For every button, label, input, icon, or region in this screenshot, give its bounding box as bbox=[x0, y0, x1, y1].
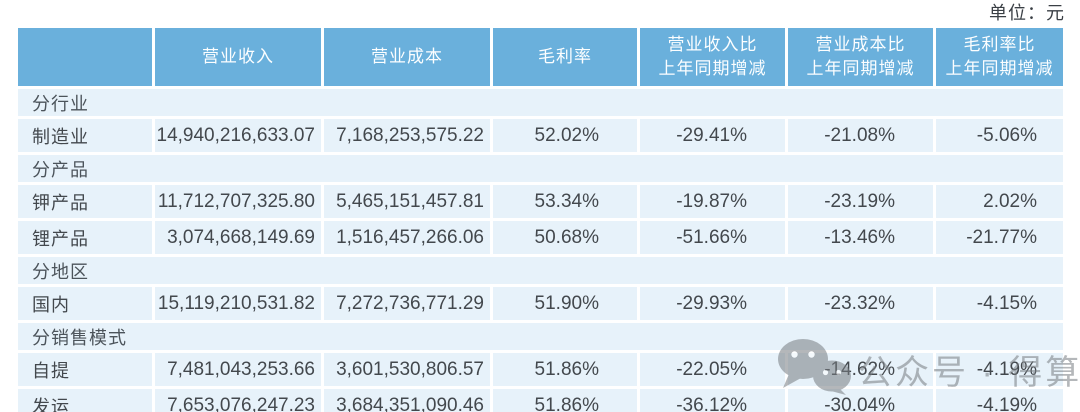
cell-revenue-yoy: -19.87% bbox=[640, 185, 785, 218]
col-header-line: 毛利率 bbox=[538, 47, 592, 67]
col-header-revenue: 营业收入 bbox=[155, 28, 321, 86]
cell-revenue-yoy: -36.12% bbox=[640, 389, 785, 412]
row-label: 钾产品 bbox=[18, 185, 152, 218]
cell-margin-yoy: -4.15% bbox=[936, 287, 1063, 320]
cell-cost-yoy: -23.32% bbox=[788, 287, 933, 320]
row-label: 制造业 bbox=[18, 119, 152, 152]
cell-cost-yoy: -21.08% bbox=[788, 119, 933, 152]
cell-revenue: 3,074,668,149.69 bbox=[155, 221, 321, 254]
col-header-line: 上年同期增减 bbox=[658, 59, 767, 78]
row-label: 国内 bbox=[18, 287, 152, 320]
col-header-line: 毛利率比 bbox=[963, 35, 1036, 55]
col-header-revenue-yoy: 营业收入比 上年同期增减 bbox=[640, 28, 785, 86]
cell-margin: 51.86% bbox=[493, 389, 637, 412]
col-header-line: 营业成本比 bbox=[815, 35, 906, 55]
cell-revenue-yoy: -22.05% bbox=[640, 353, 785, 386]
cell-margin-yoy: -5.06% bbox=[936, 119, 1063, 152]
cell-margin-yoy: -21.77% bbox=[936, 221, 1063, 254]
section-row-sales-mode: 分销售模式 bbox=[18, 323, 1063, 350]
financial-table: 营业收入 营业成本 毛利率 营业收入比 上年同期增减 营业成本比 上年同期增减 … bbox=[18, 28, 1063, 412]
section-row-region: 分地区 bbox=[18, 257, 1063, 284]
cell-cost: 3,601,530,806.57 bbox=[324, 353, 490, 386]
cell-margin: 51.86% bbox=[493, 353, 637, 386]
cell-margin: 52.02% bbox=[493, 119, 637, 152]
cell-margin-yoy: -4.19% bbox=[936, 389, 1063, 412]
cell-margin: 50.68% bbox=[493, 221, 637, 254]
col-header-cost: 营业成本 bbox=[324, 28, 490, 86]
cell-cost: 1,516,457,266.06 bbox=[324, 221, 490, 254]
cell-cost: 3,684,351,090.46 bbox=[324, 389, 490, 412]
cell-revenue: 11,712,707,325.80 bbox=[155, 185, 321, 218]
col-header-line: 营业收入比 bbox=[667, 35, 758, 55]
col-header-blank bbox=[18, 28, 152, 86]
cell-cost-yoy: -30.04% bbox=[788, 389, 933, 412]
cell-revenue: 15,119,210,531.82 bbox=[155, 287, 321, 320]
col-header-margin: 毛利率 bbox=[493, 28, 637, 86]
cell-cost-yoy: -23.19% bbox=[788, 185, 933, 218]
section-row-product: 分产品 bbox=[18, 155, 1063, 182]
col-header-line: 营业收入 bbox=[202, 47, 274, 67]
cell-cost-yoy: -13.46% bbox=[788, 221, 933, 254]
cell-revenue: 14,940,216,633.07 bbox=[155, 119, 321, 152]
cell-revenue-yoy: -29.41% bbox=[640, 119, 785, 152]
row-label: 自提 bbox=[18, 353, 152, 386]
cell-cost: 7,272,736,771.29 bbox=[324, 287, 490, 320]
cell-margin: 53.34% bbox=[493, 185, 637, 218]
cell-margin-yoy: 2.02% bbox=[936, 185, 1063, 218]
cell-revenue: 7,481,043,253.66 bbox=[155, 353, 321, 386]
col-header-cost-yoy: 营业成本比 上年同期增减 bbox=[788, 28, 933, 86]
cell-revenue-yoy: -29.93% bbox=[640, 287, 785, 320]
cell-cost: 5,465,151,457.81 bbox=[324, 185, 490, 218]
cell-revenue-yoy: -51.66% bbox=[640, 221, 785, 254]
col-header-line: 上年同期增减 bbox=[945, 59, 1054, 78]
col-header-line: 上年同期增减 bbox=[806, 59, 915, 78]
cell-cost: 7,168,253,575.22 bbox=[324, 119, 490, 152]
section-row-industry: 分行业 bbox=[18, 89, 1063, 116]
cell-margin: 51.90% bbox=[493, 287, 637, 320]
cell-cost-yoy: -14.62% bbox=[788, 353, 933, 386]
col-header-line: 营业成本 bbox=[371, 47, 443, 67]
col-header-margin-yoy: 毛利率比 上年同期增减 bbox=[936, 28, 1063, 86]
cell-margin-yoy: -4.19% bbox=[936, 353, 1063, 386]
row-label: 发运 bbox=[18, 389, 152, 412]
unit-label: 单位：元 bbox=[989, 3, 1065, 23]
row-label: 锂产品 bbox=[18, 221, 152, 254]
cell-revenue: 7,653,076,247.23 bbox=[155, 389, 321, 412]
